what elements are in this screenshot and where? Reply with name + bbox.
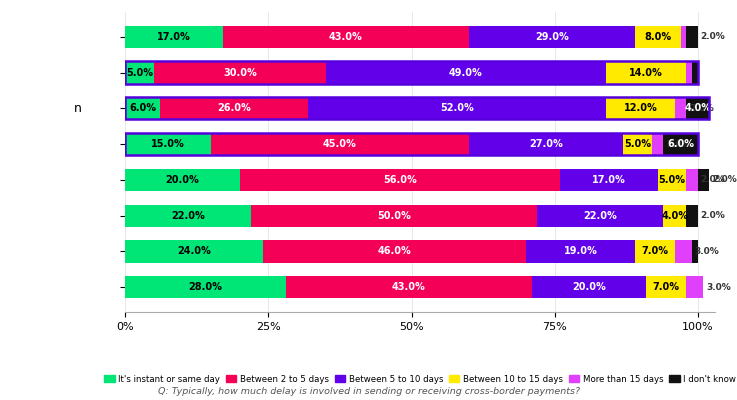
Text: 6.0%: 6.0% [129, 103, 156, 113]
Bar [526, 240, 635, 262]
Bar [125, 169, 240, 191]
Bar [686, 276, 703, 298]
Text: 6.0%: 6.0% [667, 139, 694, 149]
Bar [560, 169, 657, 191]
Text: 24.0%: 24.0% [177, 246, 211, 256]
Text: 14.0%: 14.0% [629, 68, 663, 78]
Text: 2.0%: 2.0% [701, 32, 725, 41]
Text: 2.0%: 2.0% [701, 175, 725, 184]
Bar [675, 97, 686, 120]
Text: 43.0%: 43.0% [329, 32, 363, 42]
Bar [635, 240, 675, 262]
Bar [606, 62, 686, 84]
Text: 8.0%: 8.0% [644, 32, 671, 42]
Text: 49.0%: 49.0% [449, 68, 483, 78]
Legend: It's instant or same day, Between 2 to 5 days, Between 5 to 10 days, Between 10 : It's instant or same day, Between 2 to 5… [100, 370, 737, 388]
Text: Q: Typically, how much delay is involved in sending or receiving cross-border pa: Q: Typically, how much delay is involved… [158, 387, 579, 396]
Bar [326, 62, 606, 84]
Text: 50.0%: 50.0% [377, 211, 411, 221]
Text: 2.0%: 2.0% [712, 175, 737, 184]
Text: n: n [74, 102, 82, 114]
Bar [686, 62, 692, 84]
Bar [262, 240, 526, 262]
Bar [680, 26, 686, 48]
Text: 22.0%: 22.0% [172, 211, 205, 221]
Text: 56.0%: 56.0% [383, 175, 417, 185]
Bar [663, 204, 686, 227]
Bar [469, 26, 635, 48]
Bar [686, 26, 698, 48]
Bar [160, 97, 309, 120]
Bar [606, 97, 675, 120]
Bar [686, 204, 698, 227]
Text: 20.0%: 20.0% [166, 175, 200, 185]
Bar [154, 62, 326, 84]
Bar [686, 97, 709, 120]
Text: 27.0%: 27.0% [529, 139, 563, 149]
Text: 5.0%: 5.0% [658, 175, 685, 185]
Text: 52.0%: 52.0% [441, 103, 474, 113]
Text: 3.0%: 3.0% [706, 283, 731, 292]
Text: 15.0%: 15.0% [151, 139, 185, 149]
Bar [686, 169, 698, 191]
Bar [624, 133, 652, 155]
Text: 4.0%: 4.0% [684, 103, 711, 113]
Bar [657, 169, 686, 191]
Bar [309, 97, 606, 120]
Bar [125, 26, 223, 48]
Text: 12.0%: 12.0% [624, 103, 657, 113]
Text: 4.0%: 4.0% [661, 211, 688, 221]
Bar [675, 240, 692, 262]
Text: 22.0%: 22.0% [584, 211, 618, 221]
Text: 5.0%: 5.0% [126, 68, 153, 78]
Text: 43.0%: 43.0% [392, 282, 425, 292]
Text: 17.0%: 17.0% [157, 32, 191, 42]
Bar [125, 133, 212, 155]
Bar [212, 133, 469, 155]
Text: 2.0%: 2.0% [666, 140, 691, 149]
Bar [125, 62, 154, 84]
Bar [692, 240, 698, 262]
Text: 26.0%: 26.0% [217, 103, 251, 113]
Bar [635, 26, 680, 48]
Bar [646, 276, 686, 298]
Bar [223, 26, 469, 48]
Bar [125, 240, 262, 262]
Bar [125, 204, 251, 227]
Text: 20.0%: 20.0% [572, 282, 606, 292]
Text: 2.0%: 2.0% [689, 104, 714, 113]
Bar [698, 169, 709, 191]
Text: 29.0%: 29.0% [535, 32, 569, 42]
Text: 5.0%: 5.0% [624, 139, 651, 149]
Bar [652, 133, 663, 155]
Text: 17.0%: 17.0% [592, 175, 626, 185]
Bar [125, 97, 709, 120]
Text: 7.0%: 7.0% [641, 246, 668, 256]
Bar [125, 276, 285, 298]
Bar [537, 204, 663, 227]
Text: 30.0%: 30.0% [223, 68, 256, 78]
Bar [125, 97, 160, 120]
Bar [125, 62, 698, 84]
Bar [531, 276, 646, 298]
Text: 45.0%: 45.0% [323, 139, 357, 149]
Text: 3.0%: 3.0% [695, 247, 719, 256]
Text: 46.0%: 46.0% [377, 246, 411, 256]
Text: 2.0%: 2.0% [701, 211, 725, 220]
Text: 7.0%: 7.0% [653, 282, 680, 292]
Bar [663, 133, 698, 155]
Text: 19.0%: 19.0% [564, 246, 597, 256]
Bar [125, 133, 698, 155]
Text: 28.0%: 28.0% [189, 282, 223, 292]
Bar [251, 204, 537, 227]
Bar [469, 133, 624, 155]
Bar [285, 276, 531, 298]
Bar [692, 62, 698, 84]
Bar [240, 169, 560, 191]
